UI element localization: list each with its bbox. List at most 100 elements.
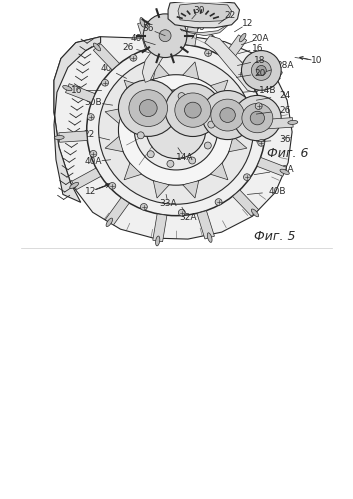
Ellipse shape [70,183,79,189]
Ellipse shape [63,85,72,91]
Ellipse shape [178,93,185,100]
Ellipse shape [109,183,116,189]
Polygon shape [59,131,87,142]
Ellipse shape [198,102,205,109]
Text: 30B: 30B [84,98,101,107]
Text: 36: 36 [143,24,154,33]
Ellipse shape [204,142,211,149]
Ellipse shape [236,71,243,77]
Ellipse shape [258,140,265,146]
Text: 16: 16 [252,44,263,53]
Ellipse shape [207,233,212,243]
Text: 26: 26 [123,43,134,52]
Polygon shape [178,3,232,22]
Ellipse shape [90,150,97,157]
Polygon shape [105,108,123,123]
Ellipse shape [189,157,196,164]
Text: 10: 10 [311,56,323,65]
Ellipse shape [251,60,271,80]
Text: 40: 40 [131,34,142,43]
Ellipse shape [54,136,64,140]
Polygon shape [205,36,255,92]
Text: 3/5: 3/5 [169,9,183,18]
Text: 14B: 14B [258,86,276,95]
Text: 20: 20 [255,69,266,78]
Ellipse shape [129,90,168,127]
Text: 28A: 28A [276,61,294,70]
Ellipse shape [143,14,187,57]
Ellipse shape [274,71,282,77]
Ellipse shape [140,17,145,27]
Polygon shape [183,181,199,198]
Polygon shape [185,18,199,46]
Polygon shape [168,0,239,28]
Polygon shape [142,36,180,82]
Polygon shape [105,136,123,152]
Text: 24: 24 [280,91,291,100]
Polygon shape [233,190,259,216]
Polygon shape [124,80,142,97]
Text: 20A: 20A [252,34,269,43]
Ellipse shape [211,99,244,131]
Ellipse shape [256,65,266,75]
Polygon shape [210,80,228,97]
Ellipse shape [93,43,101,51]
Text: 18: 18 [253,56,265,65]
Polygon shape [153,181,169,198]
Ellipse shape [156,236,160,246]
Ellipse shape [167,160,174,167]
Polygon shape [66,84,95,102]
Text: 22: 22 [224,11,235,20]
Ellipse shape [147,151,154,158]
Ellipse shape [119,75,234,185]
Ellipse shape [280,169,289,174]
Ellipse shape [215,199,222,206]
Polygon shape [257,158,287,176]
Ellipse shape [119,80,178,136]
Text: 32A: 32A [179,213,197,222]
Text: 16: 16 [71,86,83,95]
Ellipse shape [175,93,211,127]
Polygon shape [72,168,101,190]
Text: 40B: 40B [268,187,286,196]
Ellipse shape [239,33,246,42]
Ellipse shape [165,84,221,137]
Ellipse shape [87,44,265,216]
Ellipse shape [255,103,262,109]
Polygon shape [265,118,293,129]
Ellipse shape [102,79,108,86]
Text: 30: 30 [193,6,205,15]
Text: 40A: 40A [85,157,102,166]
Polygon shape [210,163,228,180]
Ellipse shape [130,54,137,61]
Polygon shape [54,37,292,239]
Text: 26: 26 [280,106,291,115]
Polygon shape [93,44,119,70]
Polygon shape [251,70,280,92]
Ellipse shape [134,90,218,170]
Polygon shape [183,62,199,79]
Polygon shape [138,21,155,49]
Ellipse shape [185,102,201,118]
Polygon shape [54,37,101,203]
Ellipse shape [202,90,253,140]
Polygon shape [153,62,169,79]
Polygon shape [229,136,247,152]
Ellipse shape [87,114,94,120]
Ellipse shape [288,120,298,124]
Ellipse shape [159,30,171,41]
Ellipse shape [98,56,253,204]
Text: 36: 36 [279,135,291,144]
Ellipse shape [234,95,281,141]
Text: 36: 36 [193,23,205,32]
Ellipse shape [178,209,185,216]
Ellipse shape [192,14,196,24]
Text: 12: 12 [85,187,96,196]
Ellipse shape [220,108,235,122]
Text: 30A: 30A [276,165,294,174]
Text: 14A: 14A [176,153,194,162]
Ellipse shape [106,218,113,227]
Ellipse shape [208,121,215,128]
Ellipse shape [139,100,157,117]
Ellipse shape [137,132,144,139]
